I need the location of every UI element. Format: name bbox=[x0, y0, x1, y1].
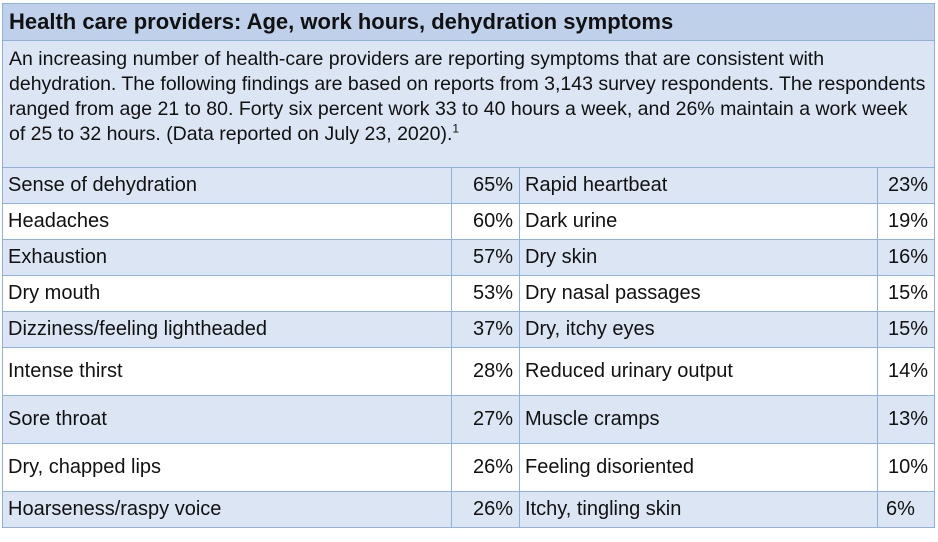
right-symptom-percent: 16% bbox=[876, 239, 936, 276]
table-row: Headaches 60% Dark urine 19% bbox=[2, 203, 936, 240]
left-symptom-label: Exhaustion bbox=[2, 239, 452, 276]
intro-text: An increasing number of health-care prov… bbox=[9, 48, 926, 145]
left-symptom-percent: 53% bbox=[451, 275, 520, 312]
table-row: Dizziness/feeling lightheaded 37% Dry, i… bbox=[2, 311, 936, 348]
footnote-marker: 1 bbox=[452, 121, 460, 136]
left-symptom-label: Dizziness/feeling lightheaded bbox=[2, 311, 452, 348]
right-symptom-label: Dry skin bbox=[519, 239, 878, 276]
symptom-table-container: Health care providers: Age, work hours, … bbox=[1, 3, 936, 528]
right-symptom-percent: 10% bbox=[876, 443, 936, 492]
symptom-table: Health care providers: Age, work hours, … bbox=[1, 3, 936, 528]
table-row: Hoarseness/raspy voice 26% Itchy, tingli… bbox=[2, 491, 936, 528]
right-symptom-label: Itchy, tingling skin bbox=[519, 491, 878, 528]
right-symptom-label: Muscle cramps bbox=[519, 395, 878, 444]
right-symptom-label: Reduced urinary output bbox=[519, 347, 878, 396]
right-symptom-percent: 19% bbox=[876, 203, 936, 240]
left-symptom-percent: 37% bbox=[451, 311, 520, 348]
right-symptom-label: Feeling disoriented bbox=[519, 443, 878, 492]
right-symptom-percent: 15% bbox=[876, 311, 936, 348]
right-symptom-percent: 6% bbox=[876, 491, 936, 528]
right-symptom-percent: 14% bbox=[876, 347, 936, 396]
left-symptom-label: Sense of dehydration bbox=[2, 167, 452, 204]
left-symptom-percent: 60% bbox=[451, 203, 520, 240]
table-row: Sense of dehydration 65% Rapid heartbeat… bbox=[2, 167, 936, 204]
left-symptom-percent: 28% bbox=[451, 347, 520, 396]
right-symptom-label: Dry nasal passages bbox=[519, 275, 878, 312]
left-symptom-label: Sore throat bbox=[2, 395, 452, 444]
right-symptom-percent: 15% bbox=[876, 275, 936, 312]
left-symptom-percent: 27% bbox=[451, 395, 520, 444]
left-symptom-label: Hoarseness/raspy voice bbox=[2, 491, 452, 528]
table-title: Health care providers: Age, work hours, … bbox=[1, 3, 936, 41]
right-symptom-label: Rapid heartbeat bbox=[519, 167, 878, 204]
left-symptom-percent: 26% bbox=[451, 443, 520, 492]
left-symptom-label: Dry, chapped lips bbox=[2, 443, 452, 492]
left-symptom-label: Headaches bbox=[2, 203, 452, 240]
left-symptom-label: Intense thirst bbox=[2, 347, 452, 396]
table-row: Dry, chapped lips 26% Feeling disoriente… bbox=[2, 443, 936, 492]
table-row: Exhaustion 57% Dry skin 16% bbox=[2, 239, 936, 276]
left-symptom-percent: 57% bbox=[451, 239, 520, 276]
right-symptom-percent: 23% bbox=[876, 167, 936, 204]
right-symptom-percent: 13% bbox=[876, 395, 936, 444]
table-intro: An increasing number of health-care prov… bbox=[1, 40, 936, 168]
table-row: Intense thirst 28% Reduced urinary outpu… bbox=[2, 347, 936, 396]
left-symptom-label: Dry mouth bbox=[2, 275, 452, 312]
table-row: Sore throat 27% Muscle cramps 13% bbox=[2, 395, 936, 444]
right-symptom-label: Dark urine bbox=[519, 203, 878, 240]
left-symptom-percent: 65% bbox=[451, 167, 520, 204]
right-symptom-label: Dry, itchy eyes bbox=[519, 311, 878, 348]
left-symptom-percent: 26% bbox=[451, 491, 520, 528]
table-row: Dry mouth 53% Dry nasal passages 15% bbox=[2, 275, 936, 312]
